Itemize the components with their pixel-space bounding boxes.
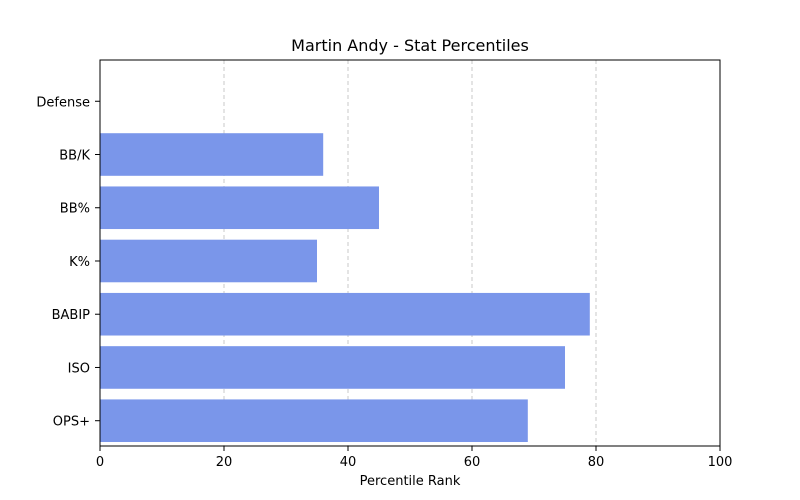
x-axis-ticks: 0 20 40 60 80 100: [96, 446, 733, 470]
chart-title: Martin Andy - Stat Percentiles: [291, 36, 529, 55]
y-tick-label-bb-: BB%: [60, 202, 90, 217]
y-axis-ticks: OPS+ ISO BABIP K% BB% BB/K Defense: [36, 95, 100, 430]
bar-bb-: [100, 186, 379, 230]
x-tick-label-20: 20: [216, 455, 233, 470]
plot-frame: [99, 59, 721, 447]
bar-babip: [100, 292, 590, 336]
y-tick-label-babip: BABIP: [52, 308, 91, 323]
y-tick-label-defense: Defense: [36, 95, 90, 110]
x-tick-label-100: 100: [708, 455, 733, 470]
y-tick-label-k-: K%: [69, 255, 90, 270]
y-tick-label-iso: ISO: [68, 361, 90, 376]
x-tick-label-60: 60: [464, 455, 481, 470]
bar-iso: [100, 346, 565, 389]
y-tick-label-ops-: OPS+: [53, 415, 90, 430]
x-tick-label-40: 40: [340, 455, 357, 470]
bars: [100, 133, 590, 443]
y-tick-label-bb-k: BB/K: [59, 149, 90, 164]
bar-bb-k: [100, 133, 324, 176]
bar-k-: [100, 239, 317, 283]
x-tick-label-80: 80: [588, 455, 605, 470]
x-tick-label-0: 0: [96, 455, 104, 470]
bar-ops-: [100, 399, 528, 443]
x-axis-label: Percentile Rank: [360, 474, 461, 489]
